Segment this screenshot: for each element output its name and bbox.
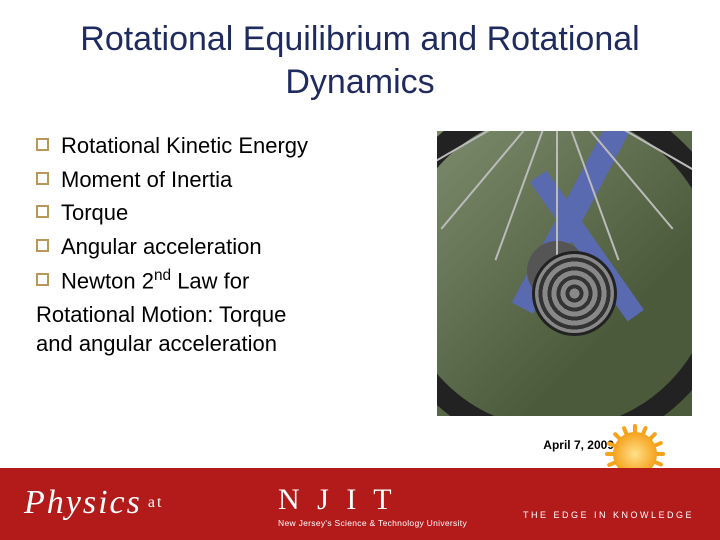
bullet-continuation: Rotational Motion: Torque (36, 300, 423, 330)
bullet-icon (36, 239, 49, 252)
bullet-text-part: Law for (171, 268, 249, 293)
bullet-text-part: Newton 2 (61, 268, 154, 293)
njit-logo: N J I T New Jersey's Science & Technolog… (278, 483, 467, 528)
bicycle-wheel-image (437, 131, 692, 416)
physics-text: Physics (24, 484, 142, 521)
bullet-item: Moment of Inertia (36, 165, 423, 195)
content-row: Rotational Kinetic Energy Moment of Iner… (0, 113, 720, 416)
bullet-text: Angular acceleration (61, 232, 262, 262)
bullet-continuation: and angular acceleration (36, 329, 423, 359)
bullet-text: Torque (61, 198, 128, 228)
spoke (556, 131, 619, 260)
spoke (557, 131, 693, 182)
bullet-item: Torque (36, 198, 423, 228)
bullet-text: Newton 2nd Law for (61, 266, 249, 296)
bullet-text: Moment of Inertia (61, 165, 232, 195)
njit-subtitle: New Jersey's Science & Technology Univer… (278, 518, 467, 528)
spoke (556, 131, 558, 271)
njit-text: N J I T (278, 483, 467, 517)
slide: Rotational Equilibrium and Rotational Dy… (0, 0, 720, 540)
bullet-item: Rotational Kinetic Energy (36, 131, 423, 161)
bullet-item: Angular acceleration (36, 232, 423, 262)
footer-bar: Physics at N J I T New Jersey's Science &… (0, 468, 720, 540)
tagline: THE EDGE IN KNOWLEDGE (523, 510, 694, 520)
gear-icon (532, 251, 617, 336)
at-text: at (148, 494, 164, 511)
bullet-icon (36, 172, 49, 185)
bullet-icon (36, 138, 49, 151)
bullet-list: Rotational Kinetic Energy Moment of Iner… (36, 131, 423, 416)
slide-title: Rotational Equilibrium and Rotational Dy… (0, 0, 720, 113)
bullet-text: Rotational Kinetic Energy (61, 131, 308, 161)
bullet-icon (36, 205, 49, 218)
physics-logo: Physics at (24, 484, 163, 522)
bullet-icon (36, 273, 49, 286)
spoke (556, 131, 673, 230)
superscript: nd (154, 267, 171, 284)
bullet-item: Newton 2nd Law for (36, 266, 423, 296)
